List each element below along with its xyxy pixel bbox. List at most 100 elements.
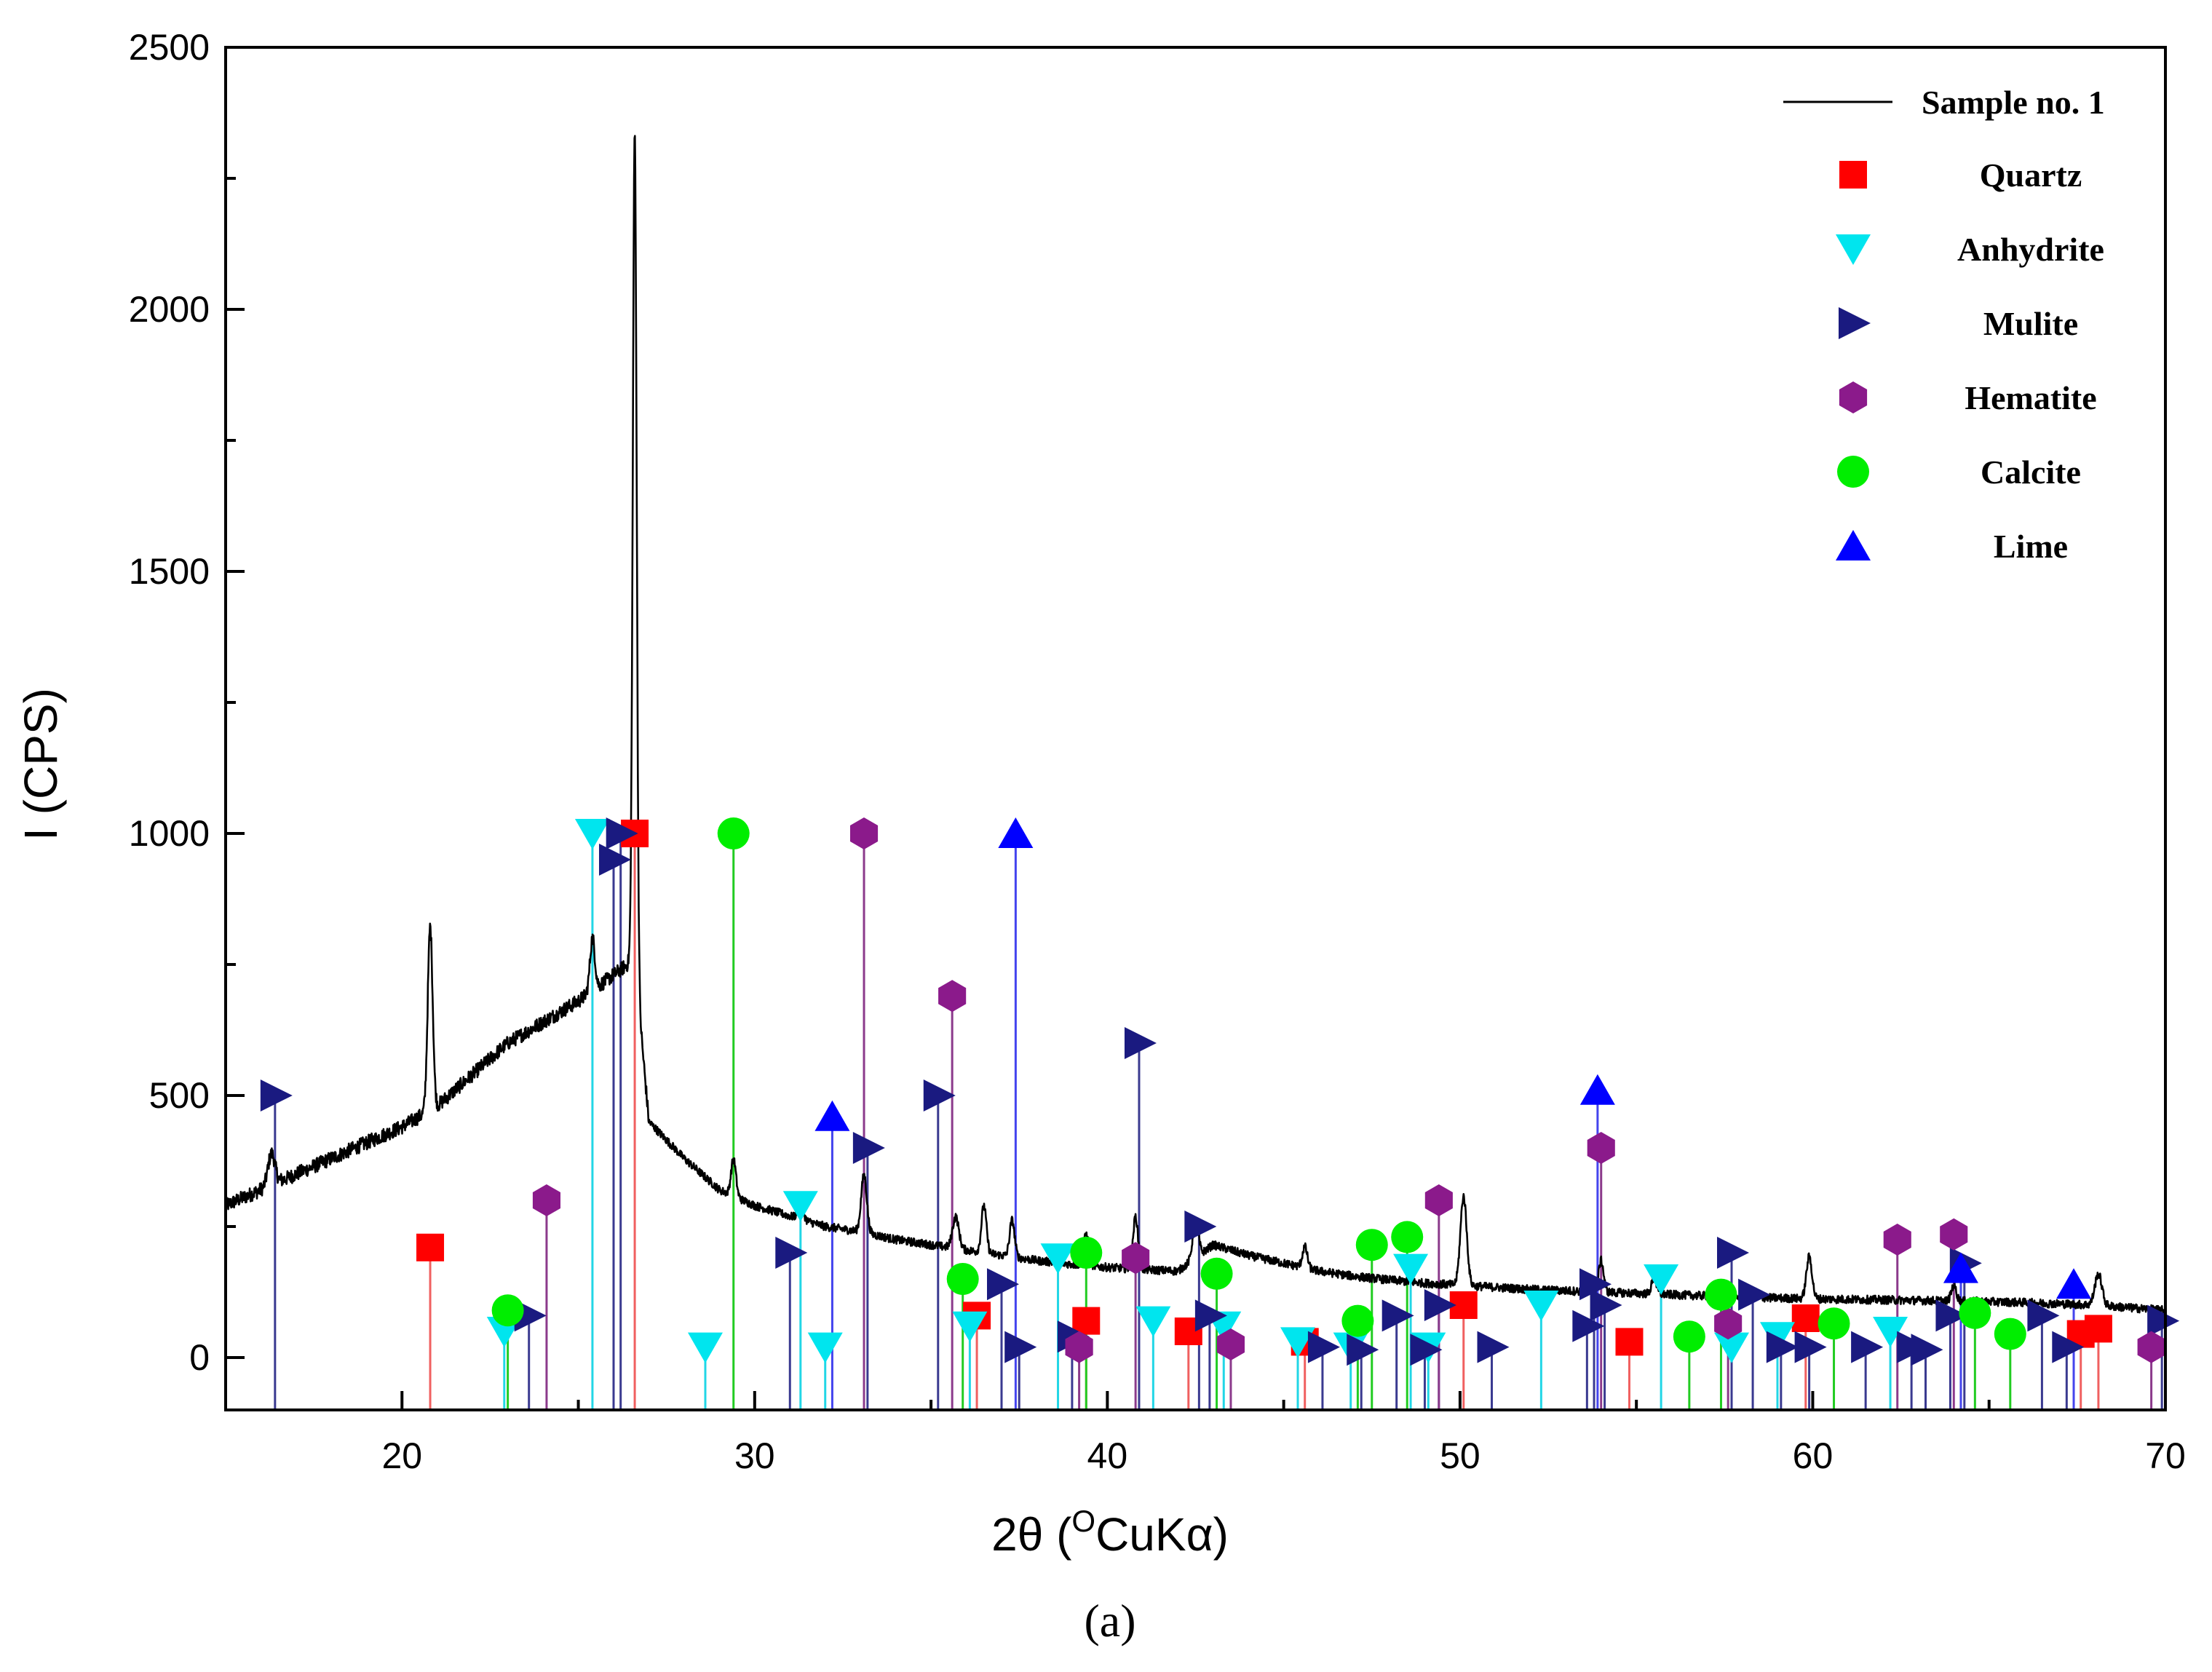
calcite-marker <box>1341 1304 1374 1337</box>
legend-marker-mulite <box>1839 307 1871 339</box>
quartz-marker <box>1072 1307 1101 1335</box>
calcite-marker <box>717 817 750 849</box>
calcite-marker <box>1200 1257 1233 1290</box>
legend-label-anhydrite: Anhydrite <box>1957 231 2104 268</box>
anhydrite-marker <box>1280 1327 1316 1358</box>
legend-marker-quartz <box>1839 161 1867 189</box>
x-tick-label: 50 <box>1440 1435 1480 1476</box>
hematite-marker <box>1587 1132 1615 1164</box>
anhydrite-marker <box>1135 1306 1171 1337</box>
figure-caption: (a) <box>1084 1595 1135 1647</box>
mulite-marker <box>1424 1289 1456 1321</box>
quartz-marker <box>2084 1315 2112 1343</box>
legend-marker-calcite <box>1837 456 1869 488</box>
y-tick-label: 1500 <box>129 551 210 592</box>
calcite-marker <box>1705 1278 1737 1311</box>
hematite-marker <box>1122 1242 1150 1275</box>
lime-marker <box>1579 1074 1615 1105</box>
mulite-marker <box>1004 1331 1037 1363</box>
hematite-marker <box>1714 1307 1743 1340</box>
calcite-marker <box>1673 1320 1705 1353</box>
mulite-marker <box>1572 1310 1605 1342</box>
plot-frame <box>224 46 2167 1411</box>
y-tick-label: 0 <box>189 1337 210 1378</box>
anhydrite-marker <box>1873 1317 1908 1347</box>
anhydrite-marker <box>782 1191 818 1222</box>
quartz-marker <box>1791 1304 1820 1332</box>
anhydrite-marker <box>807 1332 843 1363</box>
anhydrite-marker <box>1523 1291 1559 1321</box>
mulite-marker <box>1184 1211 1217 1243</box>
hematite-marker <box>1424 1184 1453 1216</box>
anhydrite-marker <box>687 1332 723 1363</box>
mulite-marker <box>1579 1268 1612 1301</box>
calcite-marker <box>1355 1229 1388 1261</box>
legend-label-mulite: Mulite <box>1983 305 2078 342</box>
calcite-marker <box>1391 1221 1424 1253</box>
mulite-marker <box>852 1132 885 1164</box>
y-tick-label: 1000 <box>129 813 210 854</box>
lime-marker <box>998 817 1034 848</box>
y-axis-ticks: 0 500 1000 1500 2000 2500 <box>129 27 245 1378</box>
mulite-marker <box>1911 1334 1943 1366</box>
calcite-marker <box>1994 1318 2026 1350</box>
mulite-marker <box>1347 1334 1379 1366</box>
anhydrite-marker <box>1644 1264 1679 1295</box>
lime-marker <box>1943 1252 1978 1283</box>
legend-label-lime: Lime <box>1994 528 2068 565</box>
legend-marker-anhydrite <box>1836 234 1871 265</box>
anhydrite-marker <box>1714 1332 1750 1363</box>
mulite-marker <box>1717 1237 1750 1269</box>
hematite-marker <box>850 817 879 849</box>
y-tick-label: 500 <box>149 1075 210 1116</box>
quartz-marker <box>1615 1328 1644 1356</box>
sample-no-1-line <box>224 135 2167 1315</box>
mulite-marker <box>1738 1278 1771 1311</box>
mulite-marker <box>1410 1334 1443 1366</box>
x-tick-label: 30 <box>734 1435 775 1476</box>
legend: Sample no. 1 Quartz Anhydrite Mulite Hematit… <box>1783 84 2105 565</box>
y-tick-label: 2500 <box>129 27 210 68</box>
mulite-marker <box>1851 1331 1884 1363</box>
calcite-marker <box>1070 1237 1103 1269</box>
hematite-marker <box>532 1184 560 1216</box>
mulite-marker <box>2147 1304 2180 1337</box>
legend-label-hematite: Hematite <box>1965 379 2096 416</box>
mulite-marker <box>1307 1331 1340 1363</box>
x-tick-label: 60 <box>1793 1435 1834 1476</box>
x-tick-label: 20 <box>381 1435 422 1476</box>
mulite-marker <box>599 844 631 876</box>
x-tick-label: 70 <box>2145 1435 2186 1476</box>
legend-marker-lime <box>1836 530 1871 560</box>
legend-marker-hematite <box>1839 381 1868 413</box>
legend-label-calcite: Calcite <box>1981 453 2081 491</box>
calcite-marker <box>1959 1296 1991 1329</box>
mulite-marker <box>987 1268 1019 1301</box>
lime-marker <box>814 1100 850 1131</box>
mulite-marker <box>606 817 638 849</box>
mulite-marker <box>1194 1299 1227 1332</box>
hematite-marker <box>1216 1328 1245 1360</box>
hematite-marker <box>938 980 967 1013</box>
mulite-marker <box>775 1237 808 1269</box>
x-axis-ticks: 20 30 40 50 60 70 <box>224 1391 2186 1476</box>
hematite-marker <box>1940 1218 1968 1251</box>
hematite-marker <box>2137 1331 2165 1363</box>
lime-marker <box>2056 1268 2092 1299</box>
anhydrite-marker <box>1040 1243 1076 1275</box>
legend-label-sample: Sample no. 1 <box>1922 84 2105 121</box>
mulite-marker <box>1381 1299 1414 1332</box>
calcite-marker <box>946 1263 979 1295</box>
anhydrite-marker <box>574 819 610 849</box>
reference-markers-layer <box>260 817 2180 1366</box>
hematite-marker <box>1883 1224 1911 1256</box>
legend-label-quartz: Quartz <box>1980 156 2082 194</box>
mulite-marker <box>1124 1027 1157 1059</box>
mulite-marker <box>2027 1299 2060 1332</box>
y-tick-label: 2000 <box>129 289 210 330</box>
mulite-marker <box>923 1079 956 1112</box>
mulite-marker <box>260 1079 293 1112</box>
mulite-marker <box>1766 1331 1799 1363</box>
quartz-marker <box>416 1233 445 1261</box>
